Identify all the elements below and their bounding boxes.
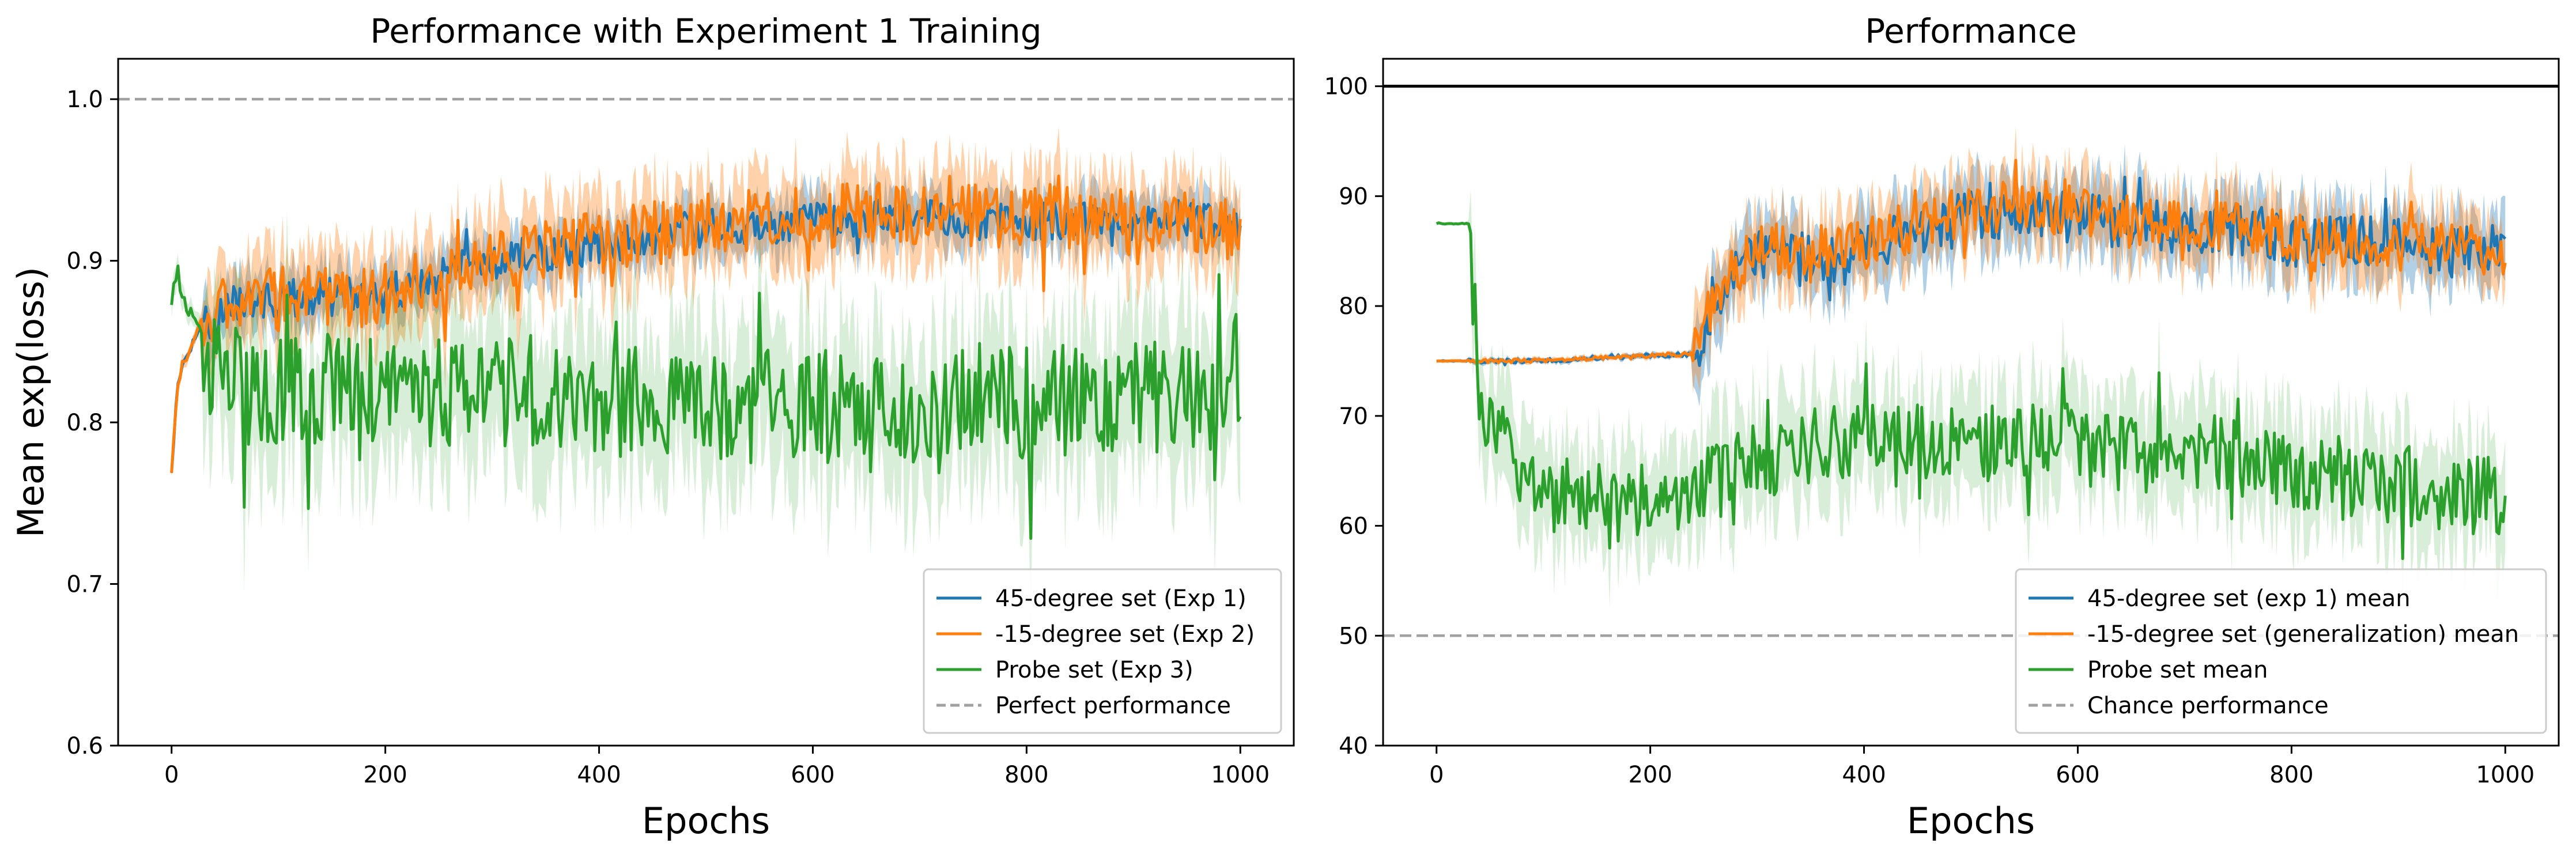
right-y-tick-label: 100 [1324,74,1368,100]
left-chart: 0 200 400 600 800 1000 0.6 0.7 0.8 0.9 1.0 Perfor… [10,12,1295,842]
right-line-probe-set-mean [1436,221,2507,561]
left-x-ticks: 0 200 400 600 800 1000 [164,746,1270,788]
left-y-tick-label: 0.6 [66,733,103,759]
left-y-tick-label: 0.8 [66,410,103,436]
left-line-15-degree-set-exp-2 [170,174,1242,474]
left-x-tick-label: 400 [577,762,621,788]
left-x-tick-label: 200 [363,762,407,788]
left-x-axis-label: Epochs [642,800,770,842]
left-x-tick-label: 600 [791,762,834,788]
right-x-ticks: 0 200 400 600 800 1000 [1429,746,2535,788]
left-y-tick-label: 0.9 [66,248,103,275]
left-y-tick-label: 1.0 [66,86,103,113]
left-series-lines [170,174,1242,540]
left-legend-label-45-degree-set-exp-1: 45-degree set (Exp 1) [995,585,1247,612]
right-y-tick-label: 80 [1339,293,1368,320]
left-x-tick-label: 1000 [1211,762,1270,788]
left-y-axis-label: Mean exp(loss) [10,267,52,538]
right-legend-label-chance-performance: Chance performance [2087,693,2329,719]
right-legend-box [2015,568,2547,734]
left-chart-title: Performance with Experiment 1 Training [370,12,1041,51]
right-y-ticks: 40 50 60 70 80 90 100 [1324,74,1383,759]
right-chart: 0 200 400 600 800 1000 40 50 60 70 80 90 100 Perfor… [1324,12,2560,842]
right-chart-title: Performance [1865,12,2077,51]
left-legend-box [923,568,1282,734]
left-line-probe-set-exp-3 [170,264,1242,540]
right-x-tick-label: 200 [1628,762,1672,788]
left-y-ticks: 0.6 0.7 0.8 0.9 1.0 [66,86,118,759]
right-x-tick-label: 800 [2269,762,2313,788]
right-plot-frame [1382,58,2560,747]
right-line-15-degree-set-generalization-mean [1436,158,2507,365]
right-y-tick-label: 70 [1339,403,1368,430]
right-legend-label-45-degree-set-exp-1-mean: 45-degree set (exp 1) mean [2087,585,2411,612]
left-legend-label-15-degree-set-exp-2: -15-degree set (Exp 2) [995,621,1255,648]
right-legend-label-15-degree-set-generalization-mean: -15-degree set (generalization) mean [2087,621,2519,648]
right-x-tick-label: 1000 [2476,762,2535,788]
right-x-tick-label: 600 [2056,762,2099,788]
left-legend-label-perfect-performance: Perfect performance [995,693,1231,719]
right-y-tick-label: 40 [1339,733,1368,759]
right-legend-label-probe-set-mean: Probe set mean [2087,657,2268,683]
left-x-tick-label: 0 [164,762,179,788]
right-x-axis-label: Epochs [1907,800,2035,842]
right-x-tick-label: 0 [1429,762,1444,788]
right-series-lines [1436,158,2507,561]
right-y-tick-label: 60 [1339,513,1368,540]
left-band-45-degree-set-exp-1 [171,167,1241,475]
right-x-tick-label: 400 [1842,762,1886,788]
left-legend: 45-degree set (Exp 1) -15-degree set (Exp… [923,568,1282,734]
left-y-tick-label: 0.7 [66,572,103,598]
right-y-tick-label: 50 [1339,623,1368,649]
left-plot-frame [117,58,1295,747]
right-legend: 45-degree set (exp 1) mean -15-degree set… [2015,568,2547,734]
left-legend-label-probe-set-exp-3: Probe set (Exp 3) [995,657,1193,683]
right-y-tick-label: 90 [1339,183,1368,210]
left-x-tick-label: 800 [1004,762,1048,788]
